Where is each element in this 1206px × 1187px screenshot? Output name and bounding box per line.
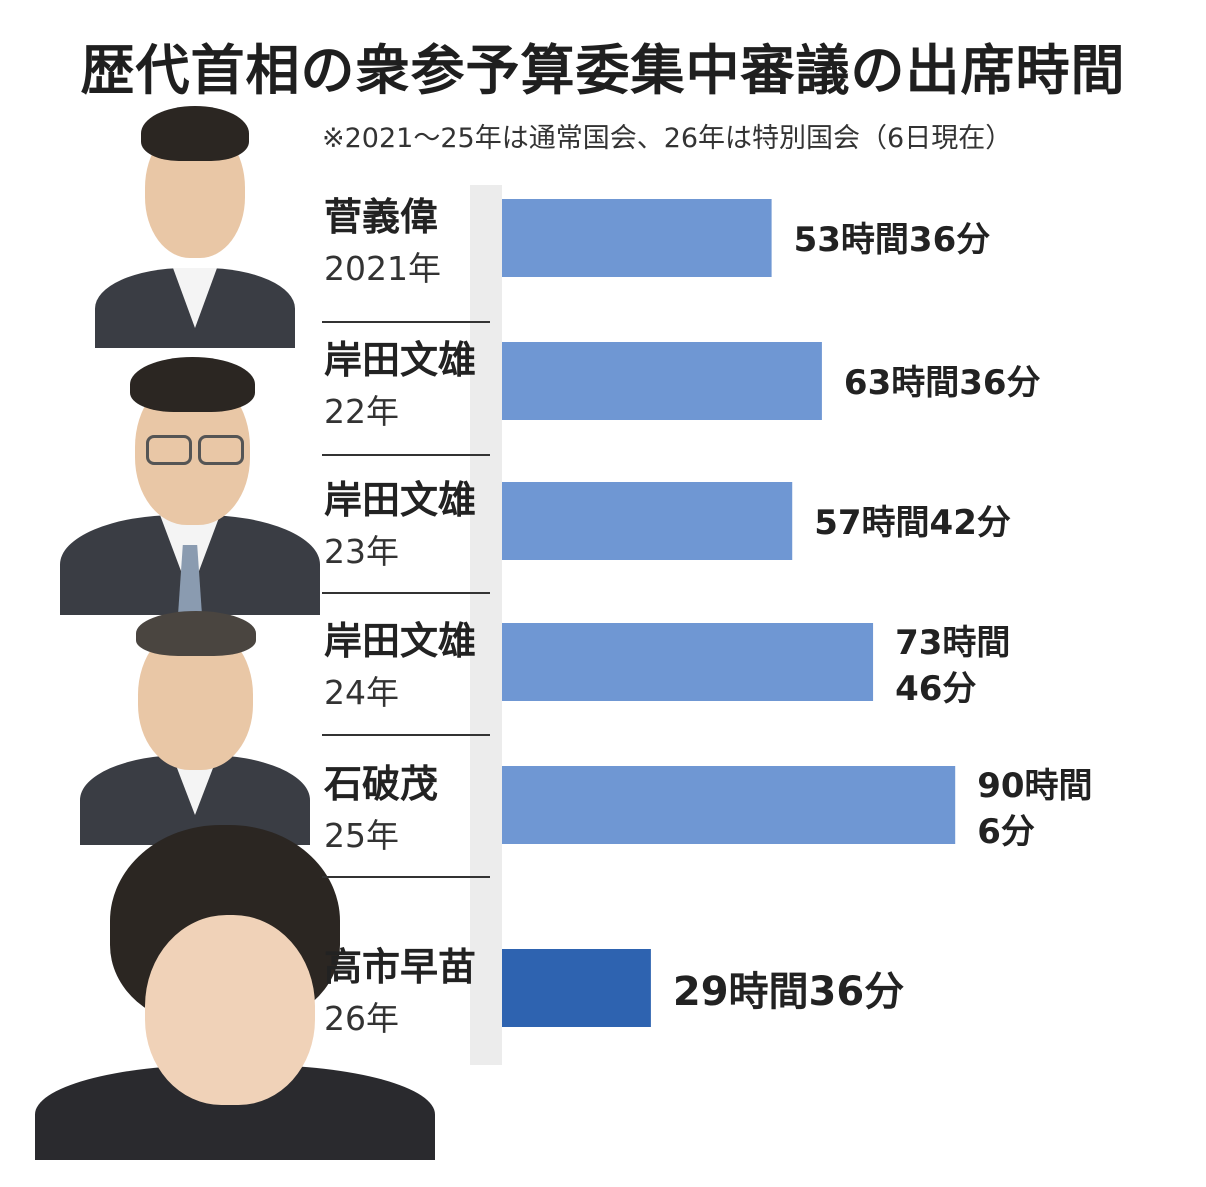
value-label: 73時間 <box>895 623 1010 663</box>
category-year-label: 2021年 <box>324 249 441 288</box>
bar <box>502 623 874 701</box>
value-label: 29時間36分 <box>673 969 904 1015</box>
axis-shade <box>470 185 502 1065</box>
chart-subtitle: ※2021～25年は通常国会、26年は特別国会（6日現在） <box>322 123 1013 154</box>
category-name-label: 菅義偉 <box>324 195 438 239</box>
bar <box>502 482 793 560</box>
bar <box>502 342 822 420</box>
bar <box>502 949 651 1027</box>
portrait-takaichi-photo <box>35 825 435 1160</box>
category-year-label: 26年 <box>324 999 399 1038</box>
category-name-label: 岸田文雄 <box>324 478 476 522</box>
value-label: 6分 <box>977 812 1035 852</box>
category-name-label: 高市早苗 <box>324 945 476 989</box>
category-year-label: 23年 <box>324 532 399 571</box>
category-name-label: 岸田文雄 <box>324 619 476 663</box>
bar <box>502 199 772 277</box>
chart-title: 歴代首相の衆参予算委集中審議の出席時間 <box>80 39 1126 102</box>
value-label: 57時間42分 <box>814 503 1011 543</box>
value-label: 90時間 <box>977 766 1092 806</box>
category-name-label: 石破茂 <box>324 762 438 806</box>
portrait-kishida-photo <box>60 345 320 615</box>
value-label: 46分 <box>895 669 976 709</box>
category-name-label: 岸田文雄 <box>324 338 476 382</box>
category-year-label: 22年 <box>324 392 399 431</box>
value-label: 53時間36分 <box>794 220 991 260</box>
bar <box>502 766 956 844</box>
category-year-label: 24年 <box>324 673 399 712</box>
value-label: 63時間36分 <box>844 363 1041 403</box>
category-year-label: 25年 <box>324 816 399 855</box>
portrait-suga-photo <box>95 98 295 348</box>
